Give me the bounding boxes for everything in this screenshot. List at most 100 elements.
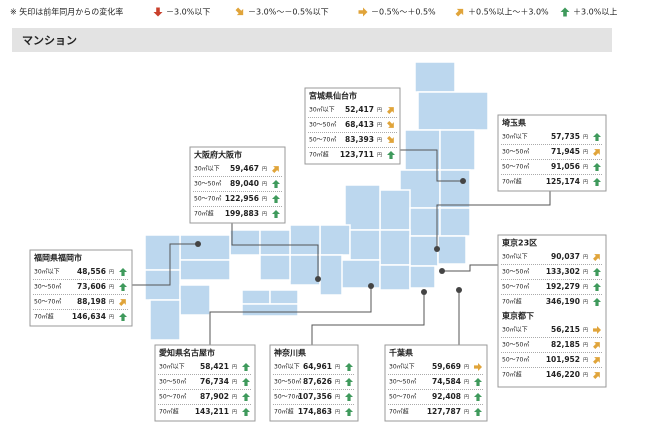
trend-arrow	[272, 166, 279, 173]
price: 58,421	[200, 362, 229, 371]
unit: 円	[583, 255, 588, 261]
size-label: 30㎡以下	[159, 363, 185, 371]
size-label: 30～50㎡	[502, 341, 529, 349]
trend-arrow	[272, 210, 280, 218]
trend-arrow	[387, 136, 394, 143]
size-label: 50～70㎡	[502, 356, 529, 364]
unit: 円	[464, 395, 469, 401]
trend-arrow	[387, 151, 395, 159]
unit: 円	[583, 150, 588, 156]
section-bar	[12, 28, 612, 52]
unit: 円	[262, 167, 267, 173]
price: 192,279	[546, 282, 580, 291]
unit: 円	[232, 380, 237, 386]
trend-arrow	[119, 313, 127, 321]
price: 133,302	[546, 267, 580, 276]
price: 73,606	[77, 282, 106, 291]
price: 87,902	[200, 392, 229, 401]
size-label: 30～50㎡	[194, 180, 221, 188]
trend-arrow	[455, 8, 464, 17]
unit: 円	[232, 410, 237, 416]
price: 83,393	[345, 135, 374, 144]
unit: 円	[583, 343, 588, 349]
region-box	[29, 249, 133, 327]
trend-arrow	[235, 7, 244, 16]
price: 90,037	[551, 252, 580, 261]
unit: 円	[583, 358, 588, 364]
trend-arrow	[474, 393, 482, 401]
size-label: 30㎡以下	[274, 363, 300, 371]
size-label: 30㎡以下	[34, 268, 60, 276]
size-label: 50～70㎡	[274, 393, 301, 401]
trend-arrow	[593, 298, 601, 306]
price: 122,956	[225, 194, 259, 203]
price: 107,356	[298, 392, 332, 401]
trend-arrow	[272, 180, 280, 188]
unit: 円	[583, 135, 588, 141]
unit: 円	[583, 328, 588, 334]
unit: 円	[464, 410, 469, 416]
trend-arrow	[593, 149, 600, 156]
unit: 円	[232, 395, 237, 401]
size-label: 50～70㎡	[159, 393, 186, 401]
size-label: 70㎡超	[159, 408, 179, 416]
size-label: 30～50㎡	[274, 378, 301, 386]
trend-arrow	[242, 363, 250, 371]
unit: 円	[109, 315, 114, 321]
price: 59,467	[230, 164, 259, 173]
size-label: 70㎡超	[502, 371, 522, 379]
size-label: 70㎡超	[502, 298, 522, 306]
trend-arrow	[345, 378, 353, 386]
unit: 円	[583, 180, 588, 186]
size-label: 30㎡以下	[502, 133, 528, 141]
region-name: 福岡県福岡市	[33, 253, 82, 263]
price: 71,945	[551, 147, 580, 156]
price: 89,040	[230, 179, 259, 188]
price: 48,556	[77, 267, 106, 276]
price: 146,634	[72, 312, 106, 321]
trend-arrow	[593, 163, 601, 171]
trend-arrow	[119, 268, 127, 276]
unit: 円	[109, 270, 114, 276]
trend-arrow	[593, 283, 601, 291]
price: 125,174	[546, 177, 580, 186]
unit: 円	[335, 365, 340, 371]
unit: 円	[464, 380, 469, 386]
price: 146,220	[546, 370, 580, 379]
trend-arrow	[153, 7, 163, 17]
region-name: 東京都下	[502, 311, 534, 321]
trend-arrow	[474, 378, 482, 386]
tokyo-frame	[497, 234, 607, 388]
size-label: 30～50㎡	[389, 378, 416, 386]
legend-label: ＋3.0%以上	[573, 8, 617, 17]
trend-arrow	[119, 283, 127, 291]
size-label: 70㎡超	[502, 178, 522, 186]
region-name: 愛知県名古屋市	[159, 348, 215, 358]
section-title: マンション	[22, 34, 77, 47]
trend-arrow	[593, 326, 601, 334]
region-box	[189, 146, 286, 224]
trend-arrow	[272, 195, 280, 203]
unit: 円	[583, 165, 588, 171]
trend-arrow	[593, 342, 600, 349]
size-label: 70㎡超	[274, 408, 294, 416]
trend-arrow	[560, 7, 570, 17]
unit: 円	[232, 365, 237, 371]
price: 64,961	[303, 362, 332, 371]
price: 101,952	[546, 355, 580, 364]
trend-arrow	[242, 393, 250, 401]
region-box	[154, 344, 256, 422]
size-label: 30～50㎡	[502, 148, 529, 156]
city-dots	[195, 178, 466, 295]
unit: 円	[377, 123, 382, 129]
unit: 円	[583, 373, 588, 379]
price: 199,883	[225, 209, 259, 218]
price: 92,408	[432, 392, 461, 401]
legend-label: －3.0%～－0.5%以下	[248, 8, 329, 17]
size-label: 50～70㎡	[502, 163, 529, 171]
size-label: 50～70㎡	[309, 136, 336, 144]
legend-label: －3.0%以下	[166, 8, 210, 17]
unit: 円	[109, 300, 114, 306]
trend-arrow	[387, 107, 394, 114]
